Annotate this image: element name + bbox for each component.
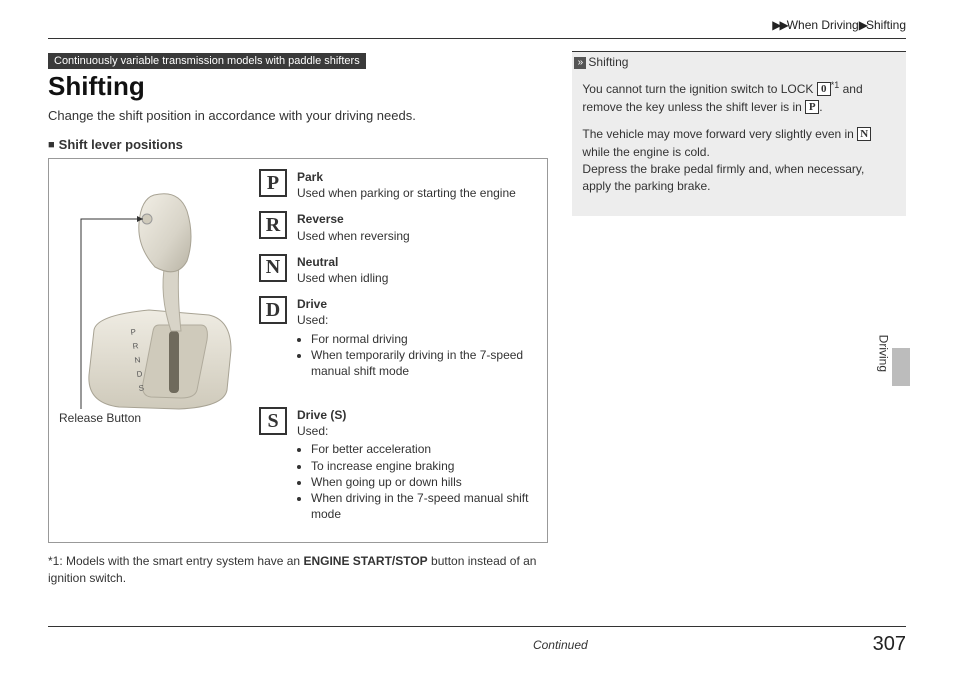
square-bullet-icon: ■ <box>48 139 55 151</box>
shift-position-bullet: To increase engine braking <box>311 458 537 474</box>
sidebar-note: » Shifting You cannot turn the ignition … <box>572 51 906 216</box>
shift-position-bullet: When driving in the 7-speed manual shift… <box>311 490 537 522</box>
section-subhead: ■Shift lever positions <box>48 137 548 152</box>
shift-position-letter-icon: P <box>259 169 287 197</box>
chevron-right-icon: » <box>574 57 586 69</box>
sidebar-column: » Shifting You cannot turn the ignition … <box>572 51 906 586</box>
intro-text: Change the shift position in accordance … <box>48 108 548 123</box>
shift-position-name: Neutral <box>297 254 537 270</box>
shift-position-row: D DriveUsed:For normal drivingWhen tempor… <box>259 296 537 379</box>
shift-position-desc: ReverseUsed when reversing <box>297 211 537 243</box>
shift-position-row: S Drive (S)Used:For better accelerationTo… <box>259 407 537 522</box>
chevron-right-icon: ▶ <box>859 18 866 32</box>
section-tab-label: Driving <box>876 335 890 372</box>
shift-position-name: Drive (S) <box>297 407 537 423</box>
page-footer: Continued 307 <box>48 626 906 656</box>
shift-lever-icon: P R N D S <box>59 175 249 415</box>
breadcrumb: ▶▶When Driving▶Shifting <box>48 18 906 39</box>
footnote: *1: Models with the smart entry system h… <box>48 553 548 585</box>
sidebar-paragraph: The vehicle may move forward very slight… <box>582 126 896 196</box>
sidebar-paragraph: You cannot turn the ignition switch to L… <box>582 79 896 116</box>
shift-position-bullet: For better acceleration <box>311 441 537 457</box>
p-position-icon: P <box>805 100 819 114</box>
shift-positions-list: P ParkUsed when parking or starting the e… <box>259 169 537 532</box>
breadcrumb-seg: Shifting <box>866 18 906 32</box>
sidebar-head: » Shifting <box>572 52 906 73</box>
shift-lever-illustration: P R N D S Rele <box>59 169 249 420</box>
page-title: Shifting <box>48 71 548 102</box>
shift-position-bullet: For normal driving <box>311 331 537 347</box>
shift-position-desc: NeutralUsed when idling <box>297 254 537 286</box>
shift-position-bullet: When going up or down hills <box>311 474 537 490</box>
shift-position-letter-icon: N <box>259 254 287 282</box>
page-number: 307 <box>873 633 906 656</box>
shift-position-desc: ParkUsed when parking or starting the en… <box>297 169 537 201</box>
shift-diagram-box: P R N D S Rele <box>48 158 548 543</box>
main-column: Continuously variable transmission model… <box>48 51 548 586</box>
shift-position-desc: Drive (S)Used:For better accelerationTo … <box>297 407 537 522</box>
shift-position-row: P ParkUsed when parking or starting the e… <box>259 169 537 201</box>
shift-position-row: R ReverseUsed when reversing <box>259 211 537 243</box>
model-badge: Continuously variable transmission model… <box>48 53 366 69</box>
shift-position-letter-icon: D <box>259 296 287 324</box>
shift-position-name: Reverse <box>297 211 537 227</box>
section-tab <box>892 348 910 386</box>
release-button-label: Release Button <box>59 411 141 425</box>
lock-position-icon: 0 <box>817 82 831 96</box>
n-position-icon: N <box>857 127 871 141</box>
breadcrumb-seg: When Driving <box>787 18 859 32</box>
shift-position-name: Park <box>297 169 537 185</box>
shift-position-letter-icon: R <box>259 211 287 239</box>
continued-label: Continued <box>48 638 873 652</box>
chevron-right-icon: ▶▶ <box>772 18 786 32</box>
shift-position-row: N NeutralUsed when idling <box>259 254 537 286</box>
shift-position-letter-icon: S <box>259 407 287 435</box>
shift-position-name: Drive <box>297 296 537 312</box>
shift-position-desc: DriveUsed:For normal drivingWhen tempora… <box>297 296 537 379</box>
shift-position-bullet: When temporarily driving in the 7-speed … <box>311 347 537 379</box>
